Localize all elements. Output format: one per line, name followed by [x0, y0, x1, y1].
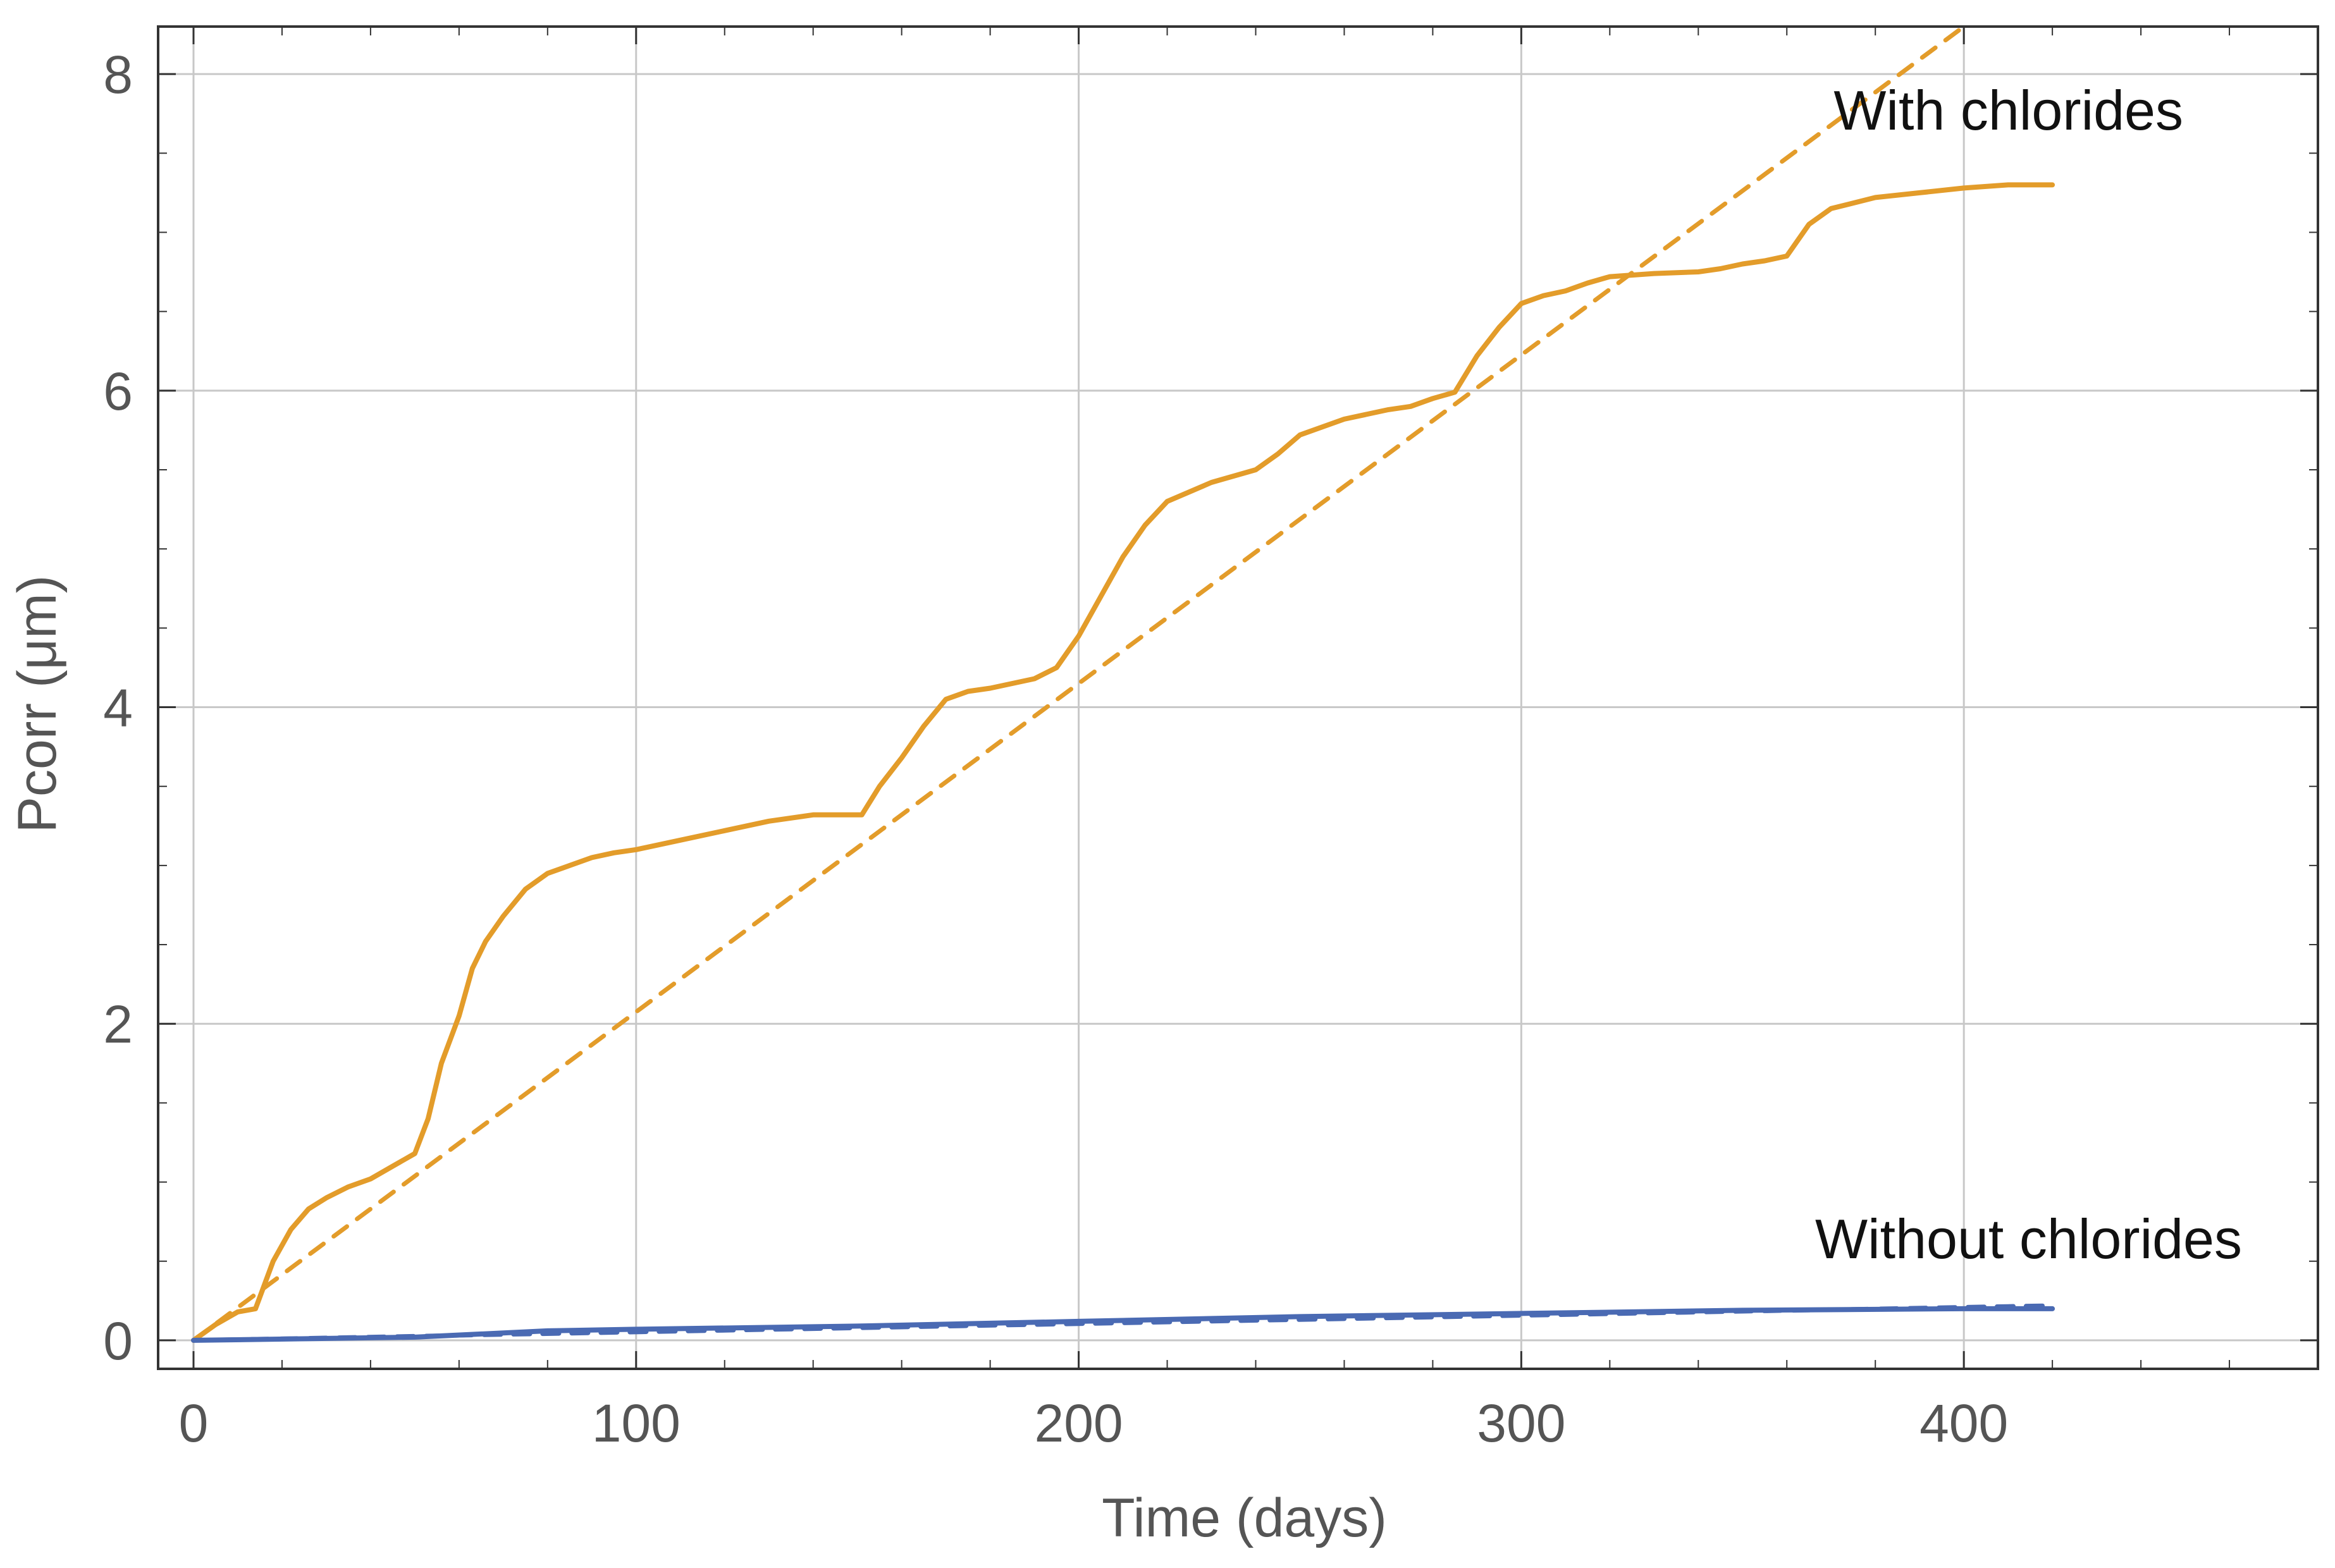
x-tick-label: 300 — [1477, 1393, 1565, 1453]
axis-ticks — [158, 27, 2319, 1369]
x-axis-label: Time (days) — [1102, 1488, 1387, 1548]
y-tick-label: 6 — [103, 362, 133, 421]
series-line-2-dashed — [191, 27, 1966, 1343]
y-tick-label: 4 — [103, 678, 133, 738]
series-lines — [191, 27, 2055, 1343]
series-line-1-solid — [191, 182, 2055, 1343]
x-tick-label: 400 — [1919, 1393, 2008, 1453]
grid — [158, 27, 2318, 1369]
series-line-3-solid — [191, 1306, 2055, 1343]
y-tick-label: 0 — [103, 1311, 133, 1371]
x-tick-label: 100 — [592, 1393, 681, 1453]
y-axis-label: Pcorr (μm) — [7, 575, 68, 833]
y-tick-label: 8 — [103, 45, 133, 104]
annotation-with-chlorides: With chlorides — [1833, 79, 2183, 142]
annotation-without-chlorides: Without chlorides — [1815, 1208, 2242, 1270]
y-tick-label: 2 — [103, 995, 133, 1054]
series-line-4-dashed — [191, 1303, 2055, 1343]
x-tick-label: 200 — [1034, 1393, 1123, 1453]
x-tick-label: 0 — [179, 1393, 209, 1453]
plot-frame — [157, 25, 2319, 1370]
tick-labels: 0 100 200 300 400 0 2 4 6 8 — [103, 45, 2008, 1453]
